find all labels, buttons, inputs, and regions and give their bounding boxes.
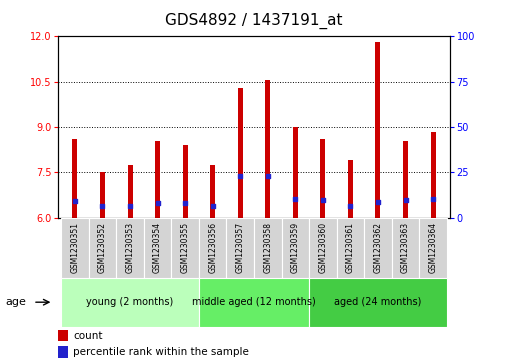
Bar	[238, 88, 243, 218]
Point	[429, 196, 437, 202]
Point	[374, 199, 382, 205]
Bar	[61, 218, 89, 278]
Bar	[171, 218, 199, 278]
Bar	[364, 218, 392, 278]
Bar	[199, 278, 309, 327]
Point	[346, 203, 355, 209]
Text: GSM1230360: GSM1230360	[319, 222, 327, 273]
Bar	[73, 139, 77, 218]
Point	[401, 197, 409, 203]
Text: age: age	[5, 297, 26, 307]
Point	[126, 203, 134, 209]
Bar	[281, 218, 309, 278]
Point	[264, 173, 272, 179]
Bar	[392, 218, 419, 278]
Bar	[309, 278, 447, 327]
Bar	[183, 145, 187, 218]
Bar	[265, 80, 270, 218]
Bar	[321, 139, 325, 218]
Text: GSM1230364: GSM1230364	[429, 222, 437, 273]
Bar	[100, 172, 105, 218]
Bar	[375, 42, 380, 218]
Text: GSM1230359: GSM1230359	[291, 222, 300, 273]
Text: young (2 months): young (2 months)	[86, 297, 174, 307]
Text: GSM1230356: GSM1230356	[208, 222, 217, 273]
Text: count: count	[73, 331, 103, 340]
Text: middle aged (12 months): middle aged (12 months)	[192, 297, 316, 307]
Bar	[58, 330, 68, 341]
Point	[71, 198, 79, 204]
Text: aged (24 months): aged (24 months)	[334, 297, 422, 307]
Bar	[58, 346, 68, 358]
Text: GSM1230353: GSM1230353	[125, 222, 135, 273]
Point	[236, 173, 244, 179]
Point	[319, 197, 327, 203]
Text: GSM1230354: GSM1230354	[153, 222, 162, 273]
Bar	[116, 218, 144, 278]
Bar	[128, 165, 133, 218]
Bar	[403, 141, 408, 218]
Bar	[227, 218, 254, 278]
Text: GSM1230362: GSM1230362	[373, 222, 383, 273]
Bar	[89, 218, 116, 278]
Bar	[419, 218, 447, 278]
Bar	[61, 278, 199, 327]
Bar	[293, 127, 298, 218]
Text: GSM1230351: GSM1230351	[71, 222, 79, 273]
Bar	[431, 132, 435, 218]
Bar	[348, 160, 353, 218]
Bar	[210, 165, 215, 218]
Bar	[309, 218, 337, 278]
Bar	[337, 218, 364, 278]
Text: GSM1230355: GSM1230355	[181, 222, 189, 273]
Bar	[199, 218, 227, 278]
Text: percentile rank within the sample: percentile rank within the sample	[73, 347, 249, 357]
Text: GSM1230357: GSM1230357	[236, 222, 245, 273]
Point	[209, 203, 217, 209]
Point	[291, 196, 299, 202]
Bar	[254, 218, 281, 278]
Point	[181, 200, 189, 206]
Point	[99, 203, 107, 209]
Text: GSM1230358: GSM1230358	[263, 222, 272, 273]
Point	[153, 200, 162, 206]
Bar	[155, 141, 160, 218]
Text: GSM1230361: GSM1230361	[346, 222, 355, 273]
Bar	[144, 218, 171, 278]
Text: GSM1230352: GSM1230352	[98, 222, 107, 273]
Text: GDS4892 / 1437191_at: GDS4892 / 1437191_at	[165, 13, 343, 29]
Text: GSM1230363: GSM1230363	[401, 222, 410, 273]
